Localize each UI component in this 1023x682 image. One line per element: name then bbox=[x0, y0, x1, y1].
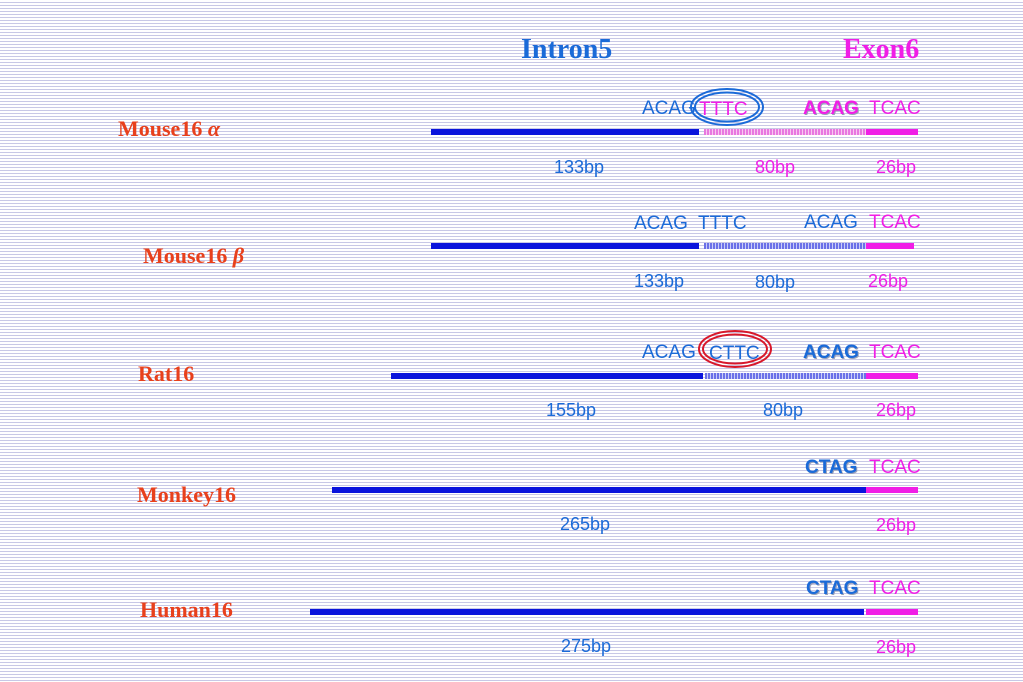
seq-acceptor-site: ACAG bbox=[803, 342, 859, 363]
species-label-human16: Human16 bbox=[140, 597, 233, 622]
seq-acceptor-site: ACAG bbox=[804, 212, 858, 233]
seq-acceptor-site: CTAG bbox=[805, 457, 858, 478]
intron-header: Intron5 bbox=[521, 34, 613, 65]
length-intron: 133bp bbox=[554, 157, 605, 177]
exon-bar bbox=[866, 487, 918, 493]
exon-bar bbox=[866, 243, 914, 249]
seq-acceptor-site: CTAG bbox=[806, 578, 859, 599]
exon-header: Exon6 bbox=[843, 34, 920, 65]
seq-motif: CTTC bbox=[709, 343, 760, 364]
length-alternative-segment: 80bp bbox=[763, 400, 804, 420]
seq-exon-start: TCAC bbox=[869, 578, 921, 599]
species-label-monkey16: Monkey16 bbox=[137, 482, 236, 507]
intron-bar bbox=[431, 243, 699, 249]
length-exon: 26bp bbox=[876, 637, 917, 657]
species-label-mouse16-alpha: Mouse16 α bbox=[118, 116, 220, 141]
alternative-segment-bar bbox=[704, 243, 866, 249]
motif-highlight-ring bbox=[690, 88, 764, 126]
alternative-segment-bar bbox=[704, 129, 866, 135]
alternative-segment-bar bbox=[705, 373, 866, 379]
intron-bar bbox=[391, 373, 703, 379]
seq-intron-end: ACAG bbox=[642, 342, 696, 363]
seq-exon-start: TCAC bbox=[869, 212, 921, 233]
seq-acceptor-site: ACAG bbox=[803, 98, 859, 119]
intron-bar bbox=[332, 487, 866, 493]
length-intron: 133bp bbox=[634, 271, 685, 291]
length-alternative-segment: 80bp bbox=[755, 272, 796, 292]
motif-highlight-ring bbox=[698, 330, 772, 368]
intron-bar bbox=[310, 609, 864, 615]
length-intron: 265bp bbox=[560, 514, 611, 534]
length-exon: 26bp bbox=[876, 400, 917, 420]
exon-bar bbox=[866, 373, 918, 379]
seq-exon-start: TCAC bbox=[869, 457, 921, 478]
species-label-rat16: Rat16 bbox=[138, 361, 195, 386]
seq-motif: TTTC bbox=[698, 213, 747, 234]
length-exon: 26bp bbox=[868, 271, 909, 291]
length-intron: 155bp bbox=[546, 400, 597, 420]
seq-exon-start: TCAC bbox=[869, 342, 921, 363]
seq-intron-end: ACAG bbox=[634, 213, 688, 234]
exon-bar bbox=[866, 609, 918, 615]
length-exon: 26bp bbox=[876, 157, 917, 177]
seq-exon-start: TCAC bbox=[869, 98, 921, 119]
length-intron: 275bp bbox=[561, 636, 612, 656]
intron-bar bbox=[431, 129, 699, 135]
exon-bar bbox=[866, 129, 918, 135]
seq-intron-end: ACAG bbox=[642, 98, 696, 119]
seq-motif: TTTC bbox=[699, 99, 748, 120]
length-exon: 26bp bbox=[876, 515, 917, 535]
species-label-mouse16-beta: Mouse16 β bbox=[143, 243, 245, 268]
length-alternative-segment: 80bp bbox=[755, 157, 796, 177]
